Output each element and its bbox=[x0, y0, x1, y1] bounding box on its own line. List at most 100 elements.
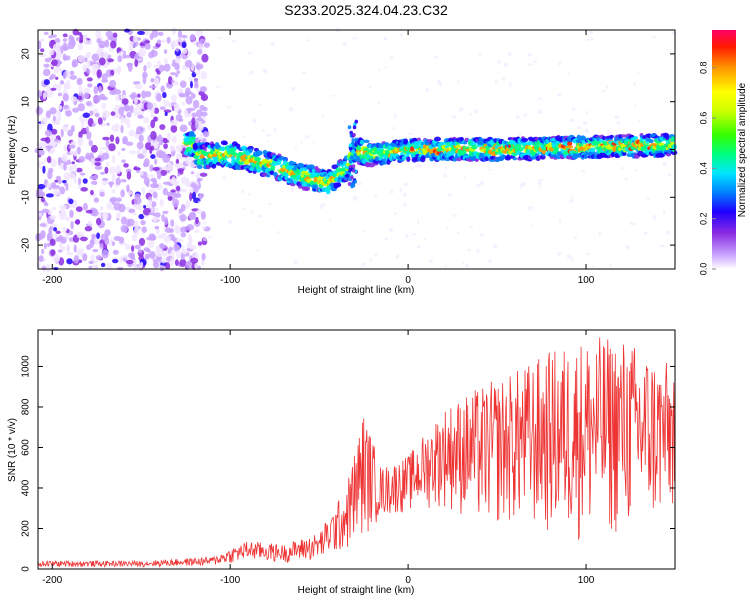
spectrogram-cell-180 bbox=[83, 87, 91, 94]
spectrogram-cell-979 bbox=[190, 182, 197, 188]
spectrogram-cell-1150 bbox=[276, 231, 281, 234]
spectrogram-cell-1242 bbox=[273, 127, 277, 132]
spectrogram-cell-540 bbox=[136, 125, 144, 135]
spectrogram-cell-1102 bbox=[605, 84, 609, 89]
spectrogram-cell-1148 bbox=[290, 188, 294, 193]
spectrogram-cell-269 bbox=[161, 39, 167, 43]
spectrogram-cell-1095 bbox=[118, 51, 124, 56]
spectrogram-cell-880 bbox=[194, 120, 199, 130]
spectrogram-cell-1239 bbox=[570, 118, 576, 123]
spectrogram-cell-1307 bbox=[370, 140, 374, 144]
spectrogram-cell-1253 bbox=[528, 63, 533, 66]
spectrogram-cell-894 bbox=[94, 162, 102, 166]
spectrogram-cell-549 bbox=[150, 154, 156, 159]
spectrogram-cell-1316 bbox=[583, 121, 588, 126]
spectrogram-cell-504 bbox=[196, 62, 201, 71]
spectrogram-cell-572 bbox=[112, 241, 116, 246]
spectrogram-cell-570 bbox=[62, 179, 67, 184]
spectrogram-cell-927 bbox=[42, 116, 50, 121]
spectrogram-cell-957 bbox=[85, 152, 91, 160]
spectrogram-cell-1072 bbox=[158, 151, 167, 159]
spectrogram-cell-346 bbox=[79, 172, 86, 176]
spectrogram-cell-678 bbox=[175, 73, 179, 78]
spectrogram-marks bbox=[34, 26, 678, 273]
spectrogram-cell-113 bbox=[159, 124, 166, 130]
spectrogram-cell-2029 bbox=[403, 138, 409, 144]
spectrogram-cell-985 bbox=[175, 159, 179, 164]
spectrogram-cell-1028 bbox=[171, 94, 177, 103]
spectrogram-cell-1258 bbox=[570, 196, 574, 200]
spectrogram-cell-1231 bbox=[447, 193, 452, 197]
spectrogram-cell-858 bbox=[37, 183, 46, 190]
spec-x-tick-label-1: -100 bbox=[220, 275, 240, 286]
spectrogram-cell-912 bbox=[124, 244, 131, 251]
spectrogram-cell-1012 bbox=[163, 99, 169, 108]
spectrogram-cell-1346 bbox=[189, 136, 196, 141]
spectrogram-cell-818 bbox=[177, 88, 184, 93]
spectrogram-cell-644 bbox=[46, 234, 51, 242]
spectrogram-cell-1180 bbox=[590, 36, 594, 41]
spectrogram-cell-948 bbox=[176, 249, 181, 259]
spectrogram-cell-43 bbox=[176, 70, 181, 75]
spectrogram-cell-560 bbox=[86, 68, 91, 75]
spectrogram-cell-1275 bbox=[399, 188, 402, 193]
spectrogram-cell-837 bbox=[115, 165, 121, 175]
spectrogram-cell-933 bbox=[49, 238, 56, 246]
spectrogram-cell-2902 bbox=[349, 130, 354, 135]
spectrogram-cell-1197 bbox=[344, 118, 347, 123]
spectrogram-cell-294 bbox=[83, 92, 90, 99]
spectrogram-cell-1257 bbox=[346, 128, 349, 132]
spectrogram-cell-711 bbox=[156, 70, 161, 75]
spectrogram-cell-1106 bbox=[197, 200, 202, 203]
spectrogram-cell-494 bbox=[128, 40, 134, 46]
spectrogram-cell-564 bbox=[195, 109, 203, 118]
spectrogram-cell-2425 bbox=[527, 140, 533, 146]
spectrogram-cell-2021 bbox=[401, 155, 407, 161]
snr-x-tick-label-0: -200 bbox=[42, 575, 62, 586]
spectrogram-cell-117 bbox=[119, 255, 123, 264]
spectrogram-cell-169 bbox=[54, 179, 59, 183]
spectrogram-cell-1232 bbox=[390, 189, 394, 194]
spectrogram-cell-276 bbox=[91, 264, 98, 270]
spectrogram-cell-588 bbox=[102, 136, 110, 141]
spectrogram-cell-1075 bbox=[200, 93, 209, 102]
spectrogram-cell-989 bbox=[39, 223, 47, 227]
spectrogram-cell-1236 bbox=[201, 263, 205, 267]
spectrogram-cell-1055 bbox=[167, 162, 173, 171]
spectrogram-cell-1181 bbox=[616, 121, 621, 125]
spectrogram-cell-2910 bbox=[351, 164, 356, 169]
spectrogram-cell-962 bbox=[128, 252, 135, 259]
colorbar-tick-label-2: 0.4 bbox=[698, 162, 708, 175]
spectrogram-cell-1262 bbox=[291, 86, 296, 91]
spec-y-tick-label-3: 10 bbox=[21, 96, 32, 108]
spectrogram-cell-813 bbox=[189, 80, 193, 89]
spectrogram-cell-749 bbox=[110, 69, 115, 76]
spectrogram-cell-2912 bbox=[347, 125, 352, 130]
spectrogram-cell-1030 bbox=[57, 156, 61, 166]
spectrogram-cell-1227 bbox=[312, 140, 315, 144]
spectrogram-cell-1108 bbox=[585, 110, 588, 115]
spectrogram-cell-681 bbox=[121, 147, 126, 152]
spectrogram-cell-2913 bbox=[351, 168, 356, 173]
spectrogram-cell-1088 bbox=[95, 217, 102, 226]
spectrogram-cell-1083 bbox=[178, 92, 185, 98]
spectrogram-cell-789 bbox=[46, 181, 51, 189]
spectrogram-cell-1739 bbox=[311, 184, 319, 189]
spectrogram-cell-684 bbox=[150, 130, 157, 140]
spectrogram-cell-680 bbox=[170, 257, 175, 267]
spectrogram-cell-1269 bbox=[509, 82, 512, 88]
spectrogram-cell-109 bbox=[94, 165, 103, 170]
spectrogram-cell-953 bbox=[181, 41, 187, 49]
spectrogram-cell-2688 bbox=[609, 134, 614, 139]
snr-x-tick-label-2: 0 bbox=[405, 575, 411, 586]
spectrogram-cell-1045 bbox=[176, 185, 181, 192]
spectrogram-cell-1243 bbox=[467, 248, 472, 252]
spectrogram-cell-1101 bbox=[537, 109, 543, 114]
spectrogram-cell-1310 bbox=[383, 36, 388, 41]
spectrogram-cell-850 bbox=[39, 141, 47, 148]
spectrogram-cell-1319 bbox=[487, 161, 491, 164]
spectrogram-cell-1902 bbox=[363, 139, 370, 144]
spectrogram-cell-738 bbox=[77, 31, 82, 36]
spectrogram-cell-1285 bbox=[638, 70, 641, 74]
spectrogram-cell-1056 bbox=[77, 43, 84, 51]
